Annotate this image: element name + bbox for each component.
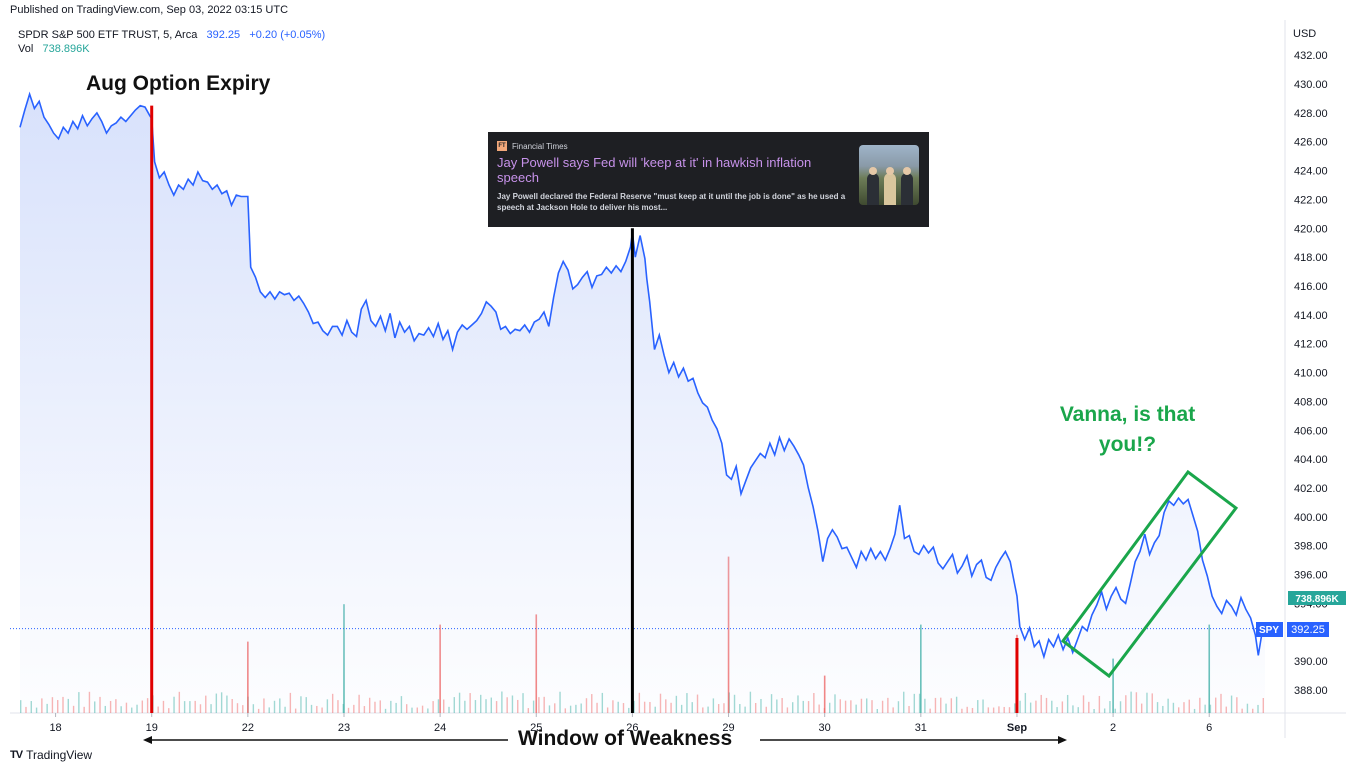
symbol-name[interactable]: SPDR S&P 500 ETF TRUST, 5, Arca <box>18 29 198 41</box>
time-axis-tick: 30 <box>819 722 831 734</box>
news-source-label: Financial Times <box>512 141 568 151</box>
symbol-badge-text: SPY <box>1259 625 1279 636</box>
time-axis-tick: 2 <box>1110 722 1116 734</box>
volume-badge-text: 738.896K <box>1295 594 1339 605</box>
price-axis-currency: USD <box>1293 28 1316 40</box>
news-summary: Jay Powell declared the Federal Reserve … <box>497 192 846 212</box>
price-line <box>19 91 1266 660</box>
symbol-badge <box>1256 622 1283 637</box>
price-axis-tick: 402.00 <box>1294 483 1328 495</box>
price-axis-tick: 390.00 <box>1294 656 1328 668</box>
ft-logo-icon: FT <box>497 141 507 151</box>
time-axis-tick: 31 <box>915 722 927 734</box>
window-arrow-right-head <box>1058 736 1067 744</box>
time-axis-tick: 22 <box>242 722 254 734</box>
price-axis-tick: 408.00 <box>1294 396 1328 408</box>
volume-value: 738.896K <box>42 43 90 55</box>
volume-legend: Vol 738.896K <box>18 43 90 55</box>
price-axis-tick: 418.00 <box>1294 252 1328 264</box>
news-source: FT Financial Times <box>497 141 920 151</box>
price-axis-tick: 424.00 <box>1294 166 1328 178</box>
price-axis-tick: 414.00 <box>1294 310 1328 322</box>
price-axis-tick: 426.00 <box>1294 137 1328 149</box>
price-axis-tick: 410.00 <box>1294 368 1328 380</box>
time-axis-tick: 19 <box>146 722 158 734</box>
price-axis-tick: 400.00 <box>1294 512 1328 524</box>
time-axis-tick: 6 <box>1206 722 1212 734</box>
price-axis-tick: 396.00 <box>1294 570 1328 582</box>
news-thumbnail-image <box>859 145 919 205</box>
tradingview-logo-text: TradingView <box>26 748 93 762</box>
aug-option-expiry-label: Aug Option Expiry <box>86 72 271 95</box>
price-axis-tick: 430.00 <box>1294 79 1328 91</box>
price-axis-tick: 398.00 <box>1294 541 1328 553</box>
last-price-badge <box>1287 622 1329 637</box>
price-axis-tick: 406.00 <box>1294 425 1328 437</box>
price-axis-tick: 388.00 <box>1294 685 1328 697</box>
time-axis-tick: 18 <box>49 722 61 734</box>
volume-badge <box>1288 591 1346 605</box>
time-axis-tick: 26 <box>626 722 638 734</box>
price-axis-tick: 422.00 <box>1294 194 1328 206</box>
vanna-highlight-box <box>1060 469 1239 679</box>
vanna-label: Vanna, is that you!? <box>1059 403 1196 456</box>
published-note: Published on TradingView.com, Sep 03, 20… <box>10 4 289 16</box>
tradingview-logo[interactable]: TV TradingView <box>10 748 92 762</box>
price-change-value: +0.20 (+0.05%) <box>249 29 326 41</box>
news-headline[interactable]: Jay Powell says Fed will 'keep at it' in… <box>497 155 812 185</box>
price-area-fill <box>20 94 1265 714</box>
volume-label[interactable]: Vol <box>18 43 34 55</box>
news-card[interactable]: FT Financial Times Jay Powell says Fed w… <box>488 132 929 227</box>
window-arrow-left-head <box>143 736 152 744</box>
symbol-legend: SPDR S&P 500 ETF TRUST, 5, Arca 392.25 +… <box>18 29 325 41</box>
price-axis-tick: 420.00 <box>1294 223 1328 235</box>
price-axis-tick: 412.00 <box>1294 339 1328 351</box>
time-axis-tick: Sep <box>1007 722 1027 734</box>
window-of-weakness-label: Window of Weakness <box>518 727 733 750</box>
price-axis-tick: 416.00 <box>1294 281 1328 293</box>
price-axis-tick: 432.00 <box>1294 50 1328 62</box>
last-price-badge-text: 392.25 <box>1291 624 1325 636</box>
last-price-value: 392.25 <box>206 29 241 41</box>
price-axis-tick: 404.00 <box>1294 454 1328 466</box>
time-axis-tick: 24 <box>434 722 446 734</box>
price-axis-tick: 428.00 <box>1294 108 1328 120</box>
time-axis-tick: 25 <box>530 722 542 734</box>
time-axis-tick: 29 <box>722 722 734 734</box>
tradingview-logo-icon: TV <box>10 749 23 761</box>
time-axis-tick: 23 <box>338 722 350 734</box>
